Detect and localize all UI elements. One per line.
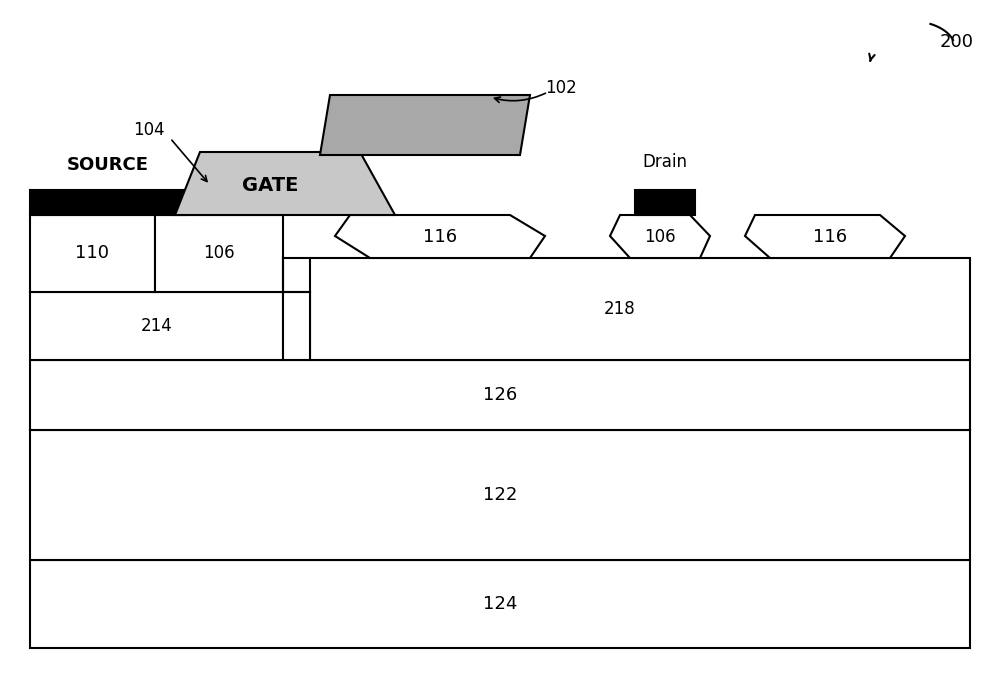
- Text: 116: 116: [423, 228, 457, 246]
- Text: 124: 124: [483, 595, 517, 613]
- Polygon shape: [335, 215, 545, 258]
- Text: 126: 126: [483, 386, 517, 404]
- Bar: [30, 215, 155, 292]
- Text: GATE: GATE: [242, 176, 298, 194]
- Bar: [635, 190, 695, 215]
- Bar: [30, 360, 970, 430]
- Polygon shape: [175, 152, 395, 215]
- Bar: [30, 430, 970, 560]
- Bar: [283, 292, 310, 360]
- Text: 122: 122: [483, 486, 517, 504]
- Bar: [155, 215, 283, 292]
- Text: 104: 104: [133, 121, 165, 139]
- Bar: [310, 258, 970, 360]
- Text: 102: 102: [545, 79, 577, 97]
- Text: 200: 200: [940, 33, 974, 51]
- Text: 218: 218: [604, 300, 636, 318]
- Bar: [30, 292, 283, 360]
- Text: 110: 110: [75, 244, 109, 262]
- Text: Drain: Drain: [642, 153, 688, 171]
- Polygon shape: [745, 215, 905, 258]
- Bar: [30, 560, 970, 648]
- Text: 214: 214: [141, 317, 173, 335]
- Bar: [30, 190, 185, 215]
- Text: SOURCE: SOURCE: [67, 156, 149, 174]
- Text: 106: 106: [203, 244, 235, 262]
- Polygon shape: [610, 215, 710, 258]
- Text: 106: 106: [644, 228, 676, 246]
- Polygon shape: [320, 95, 530, 155]
- Text: 116: 116: [813, 228, 847, 246]
